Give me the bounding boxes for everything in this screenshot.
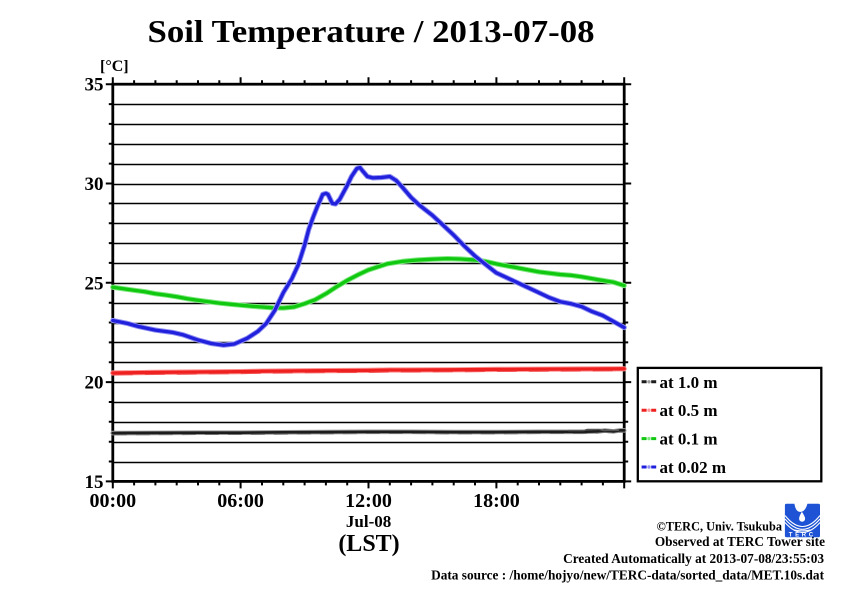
svg-text:06:00: 06:00 (217, 490, 264, 512)
svg-text:Created Automatically at 2013-: Created Automatically at 2013-07-08/23:5… (563, 551, 824, 566)
svg-text:25: 25 (85, 273, 104, 294)
svg-text:at 1.0 m: at 1.0 m (660, 373, 718, 392)
svg-text:Jul-08: Jul-08 (346, 512, 391, 531)
svg-text:Soil Temperature / 2013-07-08: Soil Temperature / 2013-07-08 (148, 13, 595, 49)
svg-text:TERC: TERC (789, 532, 816, 539)
svg-text:©TERC, Univ. Tsukuba: ©TERC, Univ. Tsukuba (657, 520, 782, 534)
svg-text:35: 35 (85, 75, 104, 96)
svg-text:at 0.02 m: at 0.02 m (660, 458, 727, 477)
svg-text:15: 15 (85, 472, 104, 493)
svg-text:Data source : /home/hojyo/new/: Data source : /home/hojyo/new/TERC-data/… (431, 568, 824, 583)
svg-text:(LST): (LST) (338, 531, 399, 557)
svg-text:at 0.1 m: at 0.1 m (660, 430, 718, 449)
svg-text:[°C]: [°C] (100, 58, 129, 75)
svg-text:Observed at TERC Tower site: Observed at TERC Tower site (655, 534, 825, 549)
svg-text:18:00: 18:00 (473, 490, 520, 512)
svg-text:at 0.5 m: at 0.5 m (660, 401, 718, 420)
svg-text:00:00: 00:00 (89, 490, 136, 512)
svg-text:12:00: 12:00 (345, 490, 392, 512)
svg-text:30: 30 (85, 174, 104, 195)
svg-text:20: 20 (85, 373, 104, 394)
